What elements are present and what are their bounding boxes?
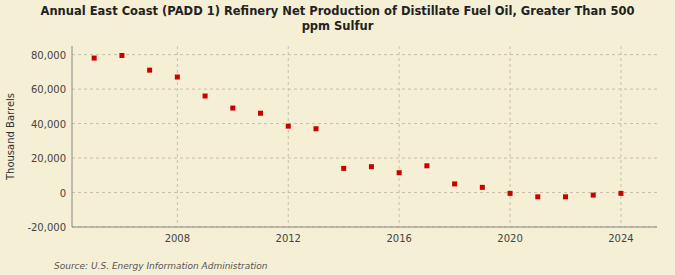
point [286,124,291,129]
source: Source: U.S. Energy Information Administ… [54,261,268,271]
point [452,181,457,186]
x-tick-label: 2016 [386,233,411,244]
grid [72,46,657,227]
axes: -20,000 0 20,000 40,000 60,000 80,000 2008 2012… [27,46,657,244]
point [175,75,180,80]
point [591,193,596,198]
title-line: Annual East Coast (PADD 1) Refinery Net … [41,4,635,18]
chart-container: Annual East Coast (PADD 1) Refinery Net … [0,0,675,275]
point [147,68,152,73]
x-grid-line [288,46,289,227]
point [535,194,540,199]
y-tick-label: 0 [60,188,66,199]
y-tick-label: 60,000 [31,84,66,95]
point [618,191,623,196]
y-axis-label: Thousand Barrels [5,93,16,181]
point [424,163,429,168]
x-grid-line [510,46,511,227]
point [480,185,485,190]
y-tick-label: 20,000 [31,153,66,164]
x-grid-line [177,46,178,227]
point [397,170,402,175]
y-tick-label: 80,000 [31,50,66,61]
point [230,106,235,111]
y-axis-line [72,46,73,227]
x-axis-line [72,227,657,228]
x-grid-line [399,46,400,227]
y-grid-line [72,192,657,193]
x-tick-label: 2020 [497,233,522,244]
point [313,126,318,131]
point [258,111,263,116]
y-grid-line [72,54,657,55]
point [92,56,97,61]
title: Annual East Coast (PADD 1) Refinery Net … [41,4,635,33]
point [369,164,374,169]
y-tick-label: -20,000 [27,222,66,233]
title-line: ppm Sulfur [302,19,374,33]
y-grid-line [72,89,657,90]
point [203,93,208,98]
point [508,191,513,196]
marks [92,53,624,199]
y-grid-line [72,158,657,159]
point [119,53,124,58]
x-tick-label: 2008 [165,233,190,244]
point [563,194,568,199]
y-grid-line [72,227,657,228]
x-tick-label: 2012 [276,233,301,244]
y-tick-label: 40,000 [31,119,66,130]
point [341,166,346,171]
x-tick-label: 2024 [608,233,633,244]
y-grid-line [72,123,657,124]
x-grid-line [620,46,621,227]
chart: Annual East Coast (PADD 1) Refinery Net … [0,0,675,275]
